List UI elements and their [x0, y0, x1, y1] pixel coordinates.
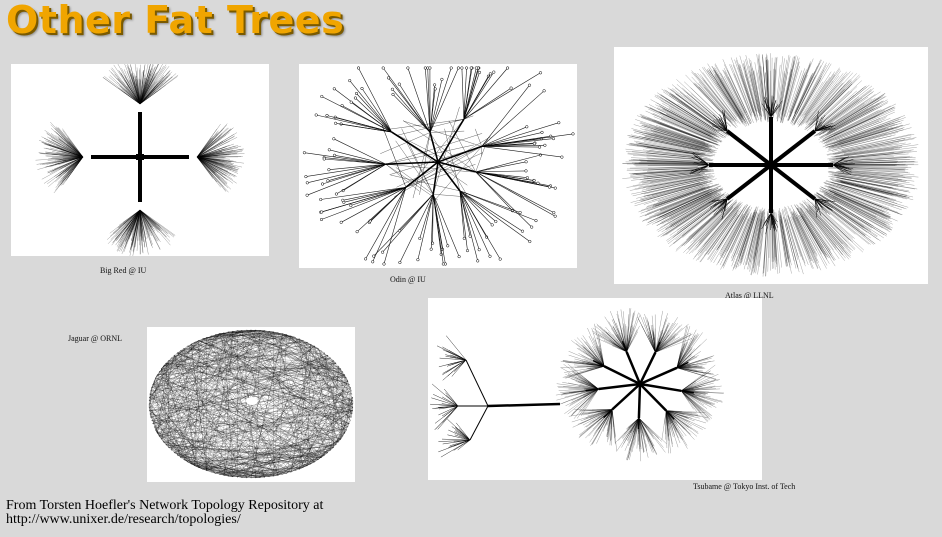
odin-topology-graph	[302, 66, 575, 266]
source-citation: From Torsten Hoefler's Network Topology …	[6, 499, 323, 527]
citation-line-1: From Torsten Hoefler's Network Topology …	[6, 498, 324, 513]
bigred-topology-graph	[35, 64, 245, 256]
figure-bigred	[11, 64, 269, 256]
caption-tsubame: Tsubame @ Tokyo Inst. of Tech	[693, 482, 796, 491]
figure-jaguar	[147, 327, 355, 482]
figure-odin	[299, 64, 577, 268]
figure-tsubame	[428, 298, 762, 480]
caption-atlas: Atlas @ LLNL	[725, 291, 774, 300]
jaguar-topology-graph	[148, 329, 354, 479]
atlas-topology-graph	[621, 53, 919, 277]
figure-atlas	[614, 47, 928, 284]
caption-bigred: Big Red @ IU	[100, 266, 147, 275]
tsubame-topology-graph	[430, 308, 725, 462]
slide-title: Other Fat Trees	[6, 0, 345, 42]
citation-url: http://www.unixer.de/research/topologies…	[6, 512, 241, 527]
caption-odin: Odin @ IU	[390, 275, 426, 284]
caption-jaguar: Jaguar @ ORNL	[68, 334, 123, 343]
